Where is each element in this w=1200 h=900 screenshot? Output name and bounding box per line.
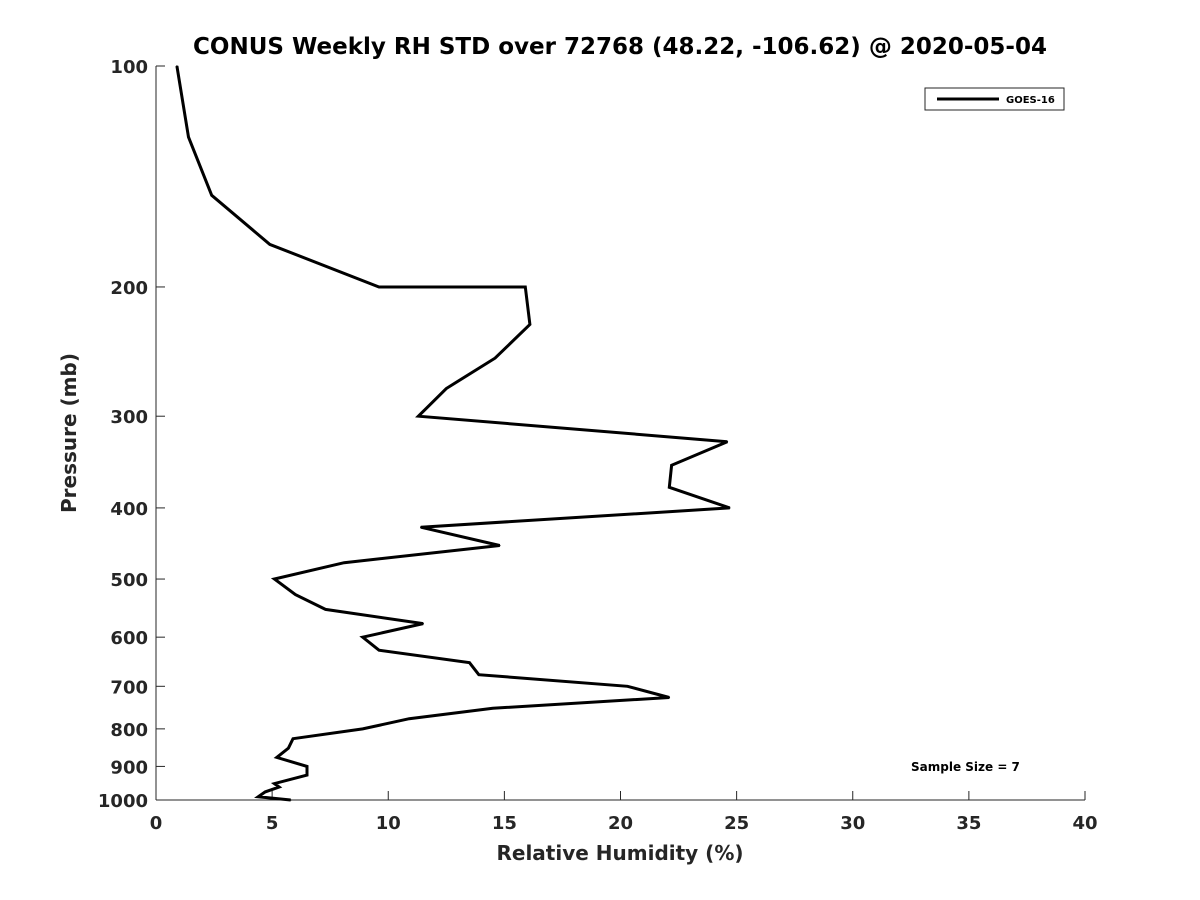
data-point	[498, 544, 501, 547]
data-point	[492, 707, 494, 710]
data-point	[728, 507, 731, 509]
series-line-goes-16	[175, 65, 731, 802]
data-point	[445, 387, 448, 390]
data-point	[289, 799, 292, 801]
data-point	[668, 696, 671, 699]
x-tick-label: 25	[724, 813, 749, 834]
data-point	[726, 440, 729, 443]
y-ticks: 100 200 300 400 500 600 700 800 900 1000	[98, 57, 165, 812]
data-point	[626, 685, 629, 688]
y-tick-label: 300	[110, 407, 148, 428]
y-tick-label: 900	[110, 757, 148, 778]
x-tick-label: 35	[956, 813, 981, 834]
series-layer	[175, 65, 731, 802]
data-point	[422, 622, 424, 625]
data-point	[468, 661, 471, 664]
data-point	[278, 786, 280, 788]
data-point	[287, 747, 290, 749]
data-point	[276, 756, 278, 759]
x-tick-label: 0	[150, 813, 163, 834]
data-point	[292, 737, 294, 740]
data-point	[294, 593, 297, 596]
y-tick-label: 1000	[98, 791, 148, 812]
y-tick-label: 200	[110, 278, 148, 299]
x-tick-label: 15	[492, 813, 517, 834]
data-point	[343, 561, 345, 564]
data-point	[378, 286, 380, 288]
data-point	[264, 791, 267, 793]
data-point	[529, 323, 531, 326]
data-point	[378, 649, 380, 651]
y-axis-label: Pressure (mb)	[57, 353, 81, 513]
x-tick-label: 20	[608, 813, 633, 834]
chart-title: CONUS Weekly RH STD over 72768 (48.22, -…	[193, 34, 1047, 60]
data-point	[670, 464, 673, 467]
y-tick-label: 600	[110, 628, 148, 649]
y-tick-label: 400	[110, 499, 148, 520]
data-point	[324, 608, 327, 611]
data-point	[257, 796, 260, 798]
x-axis-label: Relative Humidity (%)	[496, 841, 743, 865]
x-tick-label: 5	[266, 813, 279, 834]
x-tick-label: 30	[840, 813, 865, 834]
data-point	[668, 486, 671, 489]
legend-label: GOES-16	[1006, 95, 1055, 106]
y-tick-label: 800	[110, 720, 148, 741]
data-point	[306, 765, 308, 768]
x-tick-label: 40	[1072, 813, 1097, 834]
data-point	[524, 286, 527, 288]
data-point	[176, 65, 178, 67]
sample-size-annotation: Sample Size = 7	[911, 760, 1020, 774]
data-point	[210, 194, 213, 197]
data-point	[361, 728, 364, 730]
data-point	[417, 415, 420, 418]
data-point	[408, 717, 411, 720]
data-point	[273, 578, 276, 580]
x-tick-label: 10	[376, 813, 401, 834]
data-point	[187, 136, 190, 138]
data-point	[361, 636, 364, 638]
y-tick-label: 100	[110, 57, 148, 78]
data-point	[478, 673, 480, 676]
data-point	[273, 782, 276, 785]
data-point	[420, 526, 422, 528]
legend: GOES-16	[924, 87, 1065, 111]
data-point	[494, 357, 496, 359]
x-ticks: 0 5 10 15 20 25 30 35 40	[150, 791, 1098, 834]
data-point	[269, 243, 271, 246]
y-tick-label: 500	[110, 570, 148, 591]
y-tick-label: 700	[110, 677, 148, 698]
data-point	[306, 774, 308, 776]
